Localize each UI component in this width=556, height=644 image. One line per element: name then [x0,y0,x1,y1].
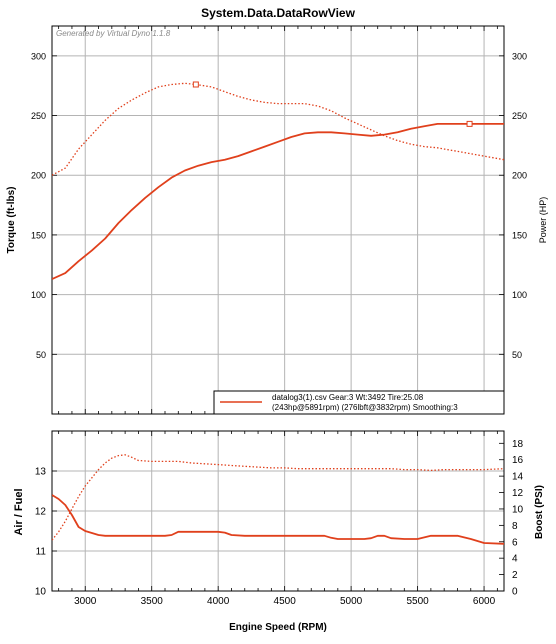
x-tick-label: 3500 [141,596,164,607]
chart-title: System.Data.DataRowView [201,6,356,20]
watermark-text: Generated by Virtual Dyno 1.1.8 [56,29,171,38]
bottom-y2-tick-label: 12 [512,488,524,499]
top-y2-tick-label: 50 [512,350,522,360]
top-y2-tick-label: 150 [512,230,527,240]
bottom-y2-tick-label: 16 [512,455,524,466]
top-peak-marker [466,120,473,127]
x-tick-label: 5500 [406,596,429,607]
bottom-y-tick-label: 12 [35,507,47,518]
top-y2-tick-label: 200 [512,171,527,181]
bottom-y2-tick-label: 4 [512,554,518,565]
bottom-series-dotted-line [52,454,504,541]
bottom-plot-gridlines [52,431,504,592]
bottom-y2-tick-label: 10 [512,504,524,515]
top-y-tick-label: 100 [31,290,46,300]
x-tick-label: 6000 [473,596,496,607]
bottom-y2-tick-label: 6 [512,537,518,548]
legend-line-2: (243hp@5891rpm) (276lbft@3832rpm) Smooth… [272,403,458,412]
bottom-y2-tick-label: 14 [512,472,524,483]
bottom-plot-frame [51,430,505,592]
bottom-y2-tick-label: 0 [512,587,518,598]
top-plot-series [52,81,504,280]
top-peak-marker [192,81,199,88]
top-y-tick-label: 200 [31,171,46,181]
bottom-y-axis-label: Air / Fuel [13,488,25,535]
top-y2-axis-label: Power (HP) [538,197,548,244]
bottom-y-tick-label: 13 [35,467,47,478]
x-tick-label: 4500 [274,596,297,607]
top-plot-ticks: 50 100 150 200 250 300 50 100 150 200 250 300 [31,26,527,414]
top-y-tick-label: 300 [31,51,46,61]
top-series-dotted-line [52,82,504,176]
top-y2-tick-label: 250 [512,111,527,121]
bottom-plot-series [52,454,504,545]
bottom-y-tick-label: 11 [36,547,47,558]
top-plot-frame [51,25,505,415]
top-series-solid-line [52,123,504,280]
top-y2-tick-label: 300 [512,51,527,61]
top-plot-gridlines [52,26,504,414]
x-tick-label: 5000 [340,596,363,607]
bottom-series-solid-line [52,494,504,545]
top-y2-tick-label: 100 [512,290,527,300]
top-y-tick-label: 50 [36,350,46,360]
bottom-y2-tick-label: 2 [512,570,518,581]
top-y-tick-label: 150 [31,230,46,240]
top-y-tick-label: 250 [31,111,46,121]
top-y-axis-label: Torque (ft-lbs) [6,186,17,253]
bottom-y2-tick-label: 18 [512,439,524,450]
bottom-y2-tick-label: 8 [512,521,518,532]
bottom-plot-ticks: 3000 3500 4000 4500 5000 5500 6000 10 11 12 13 0 2 4 6… [35,431,524,607]
x-tick-label: 3000 [74,596,97,607]
bottom-y-tick-label: 10 [35,587,47,598]
x-axis-label: Engine Speed (RPM) [229,622,327,633]
bottom-y2-axis-label: Boost (PSI) [534,485,545,539]
legend-box: datalog3(1).csv Gear:3 Wt:3492 Tire:25.0… [213,390,505,415]
legend-line-1: datalog3(1).csv Gear:3 Wt:3492 Tire:25.0… [272,393,424,402]
x-tick-label: 4000 [207,596,230,607]
